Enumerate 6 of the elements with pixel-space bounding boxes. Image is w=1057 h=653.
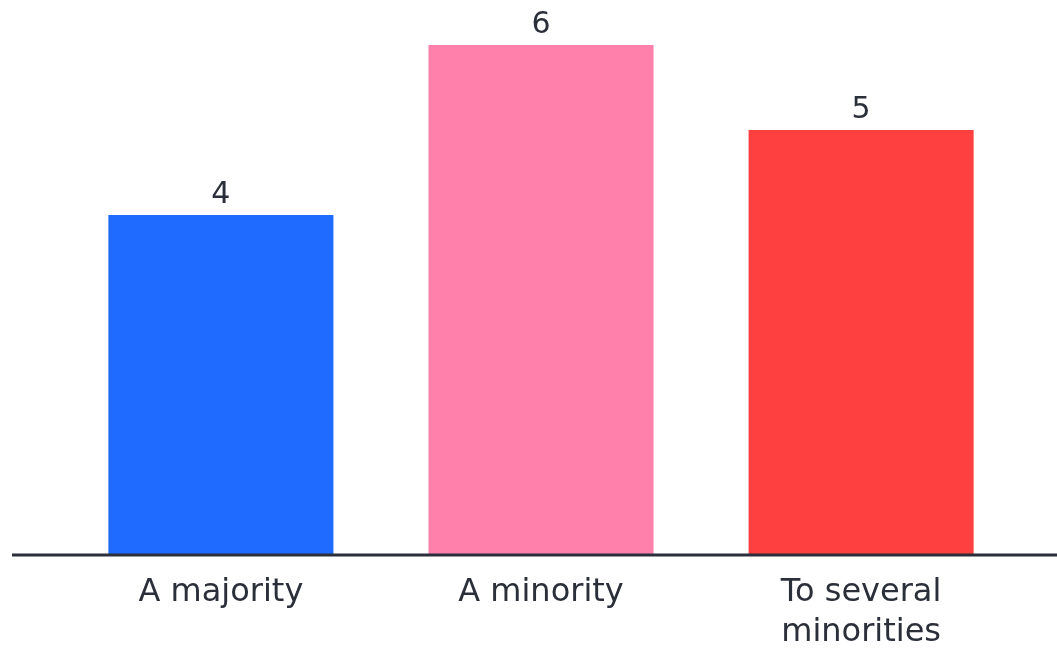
data-label: 5 [851,90,871,125]
data-label: 4 [211,175,231,210]
x-tick-label: A minority [458,571,624,609]
x-tick-label: To several minorities [779,571,942,649]
data-label: 6 [531,5,551,40]
x-tick-label: A majority [138,571,304,609]
